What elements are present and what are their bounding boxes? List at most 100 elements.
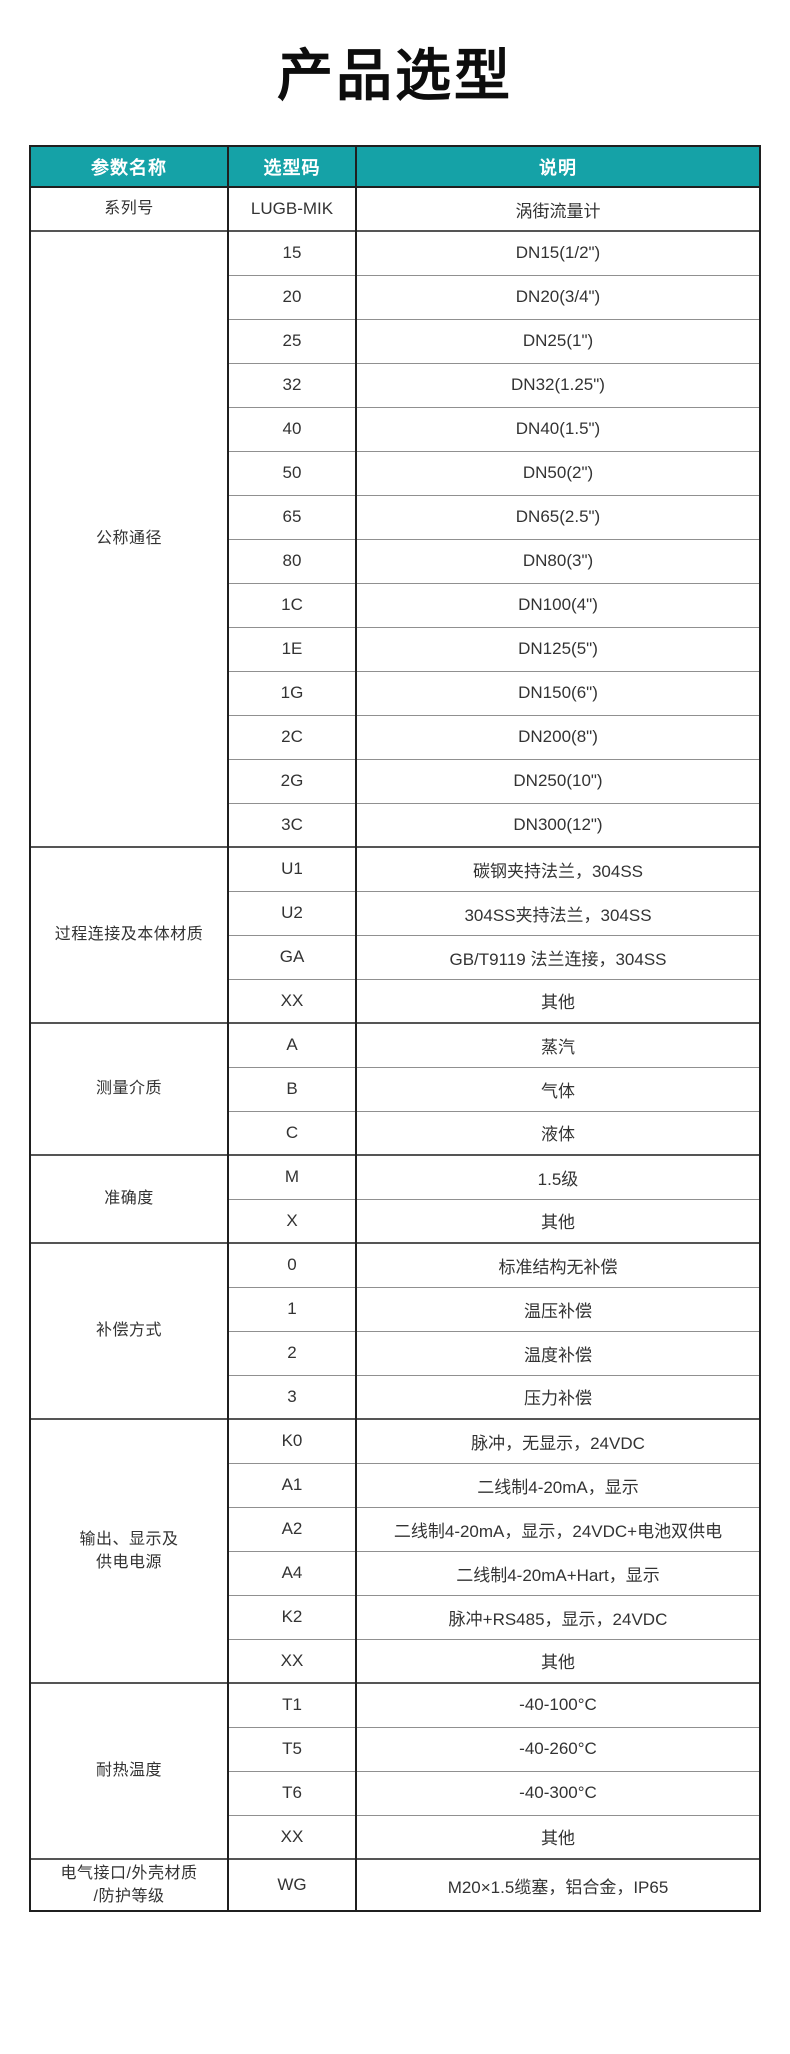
parameter-name-cell: 公称通径 — [29, 230, 229, 847]
description-cell: 温度补偿 — [355, 1330, 761, 1375]
description-cell: 1.5级 — [355, 1154, 761, 1199]
table-row: 公称通径 15 DN15(1/2") — [29, 230, 761, 847]
description-cell: DN100(4") — [355, 582, 761, 627]
selection-code-cell: 15 — [227, 230, 357, 275]
description-cell: DN150(6") — [355, 670, 761, 715]
table-row: XX 其他 — [30, 1638, 761, 1683]
table-row: U2 304SS夹持法兰，304SS — [30, 890, 761, 935]
description-cell: DN200(8") — [355, 714, 761, 759]
table-row: T5 -40-260°C — [30, 1726, 761, 1771]
table-row: T6 -40-300°C — [30, 1770, 761, 1815]
description-cell: 304SS夹持法兰，304SS — [355, 890, 761, 935]
description-cell: 其他 — [355, 1814, 761, 1859]
selection-code-cell: LUGB-MIK — [227, 186, 357, 231]
selection-code-cell: 50 — [227, 450, 357, 495]
table-row: C 液体 — [30, 1110, 761, 1155]
parameter-name-cell: 输出、显示及 供电电源 — [29, 1418, 229, 1683]
parameter-name-cell: 补偿方式 — [29, 1242, 229, 1419]
selection-code-cell: 65 — [227, 494, 357, 539]
selection-code-cell: 25 — [227, 318, 357, 363]
table-row: 25 DN25(1") — [30, 318, 761, 363]
parameter-name-cell: 电气接口/外壳材质 /防护等级 — [29, 1857, 229, 1912]
parameter-name-cell: 耐热温度 — [29, 1682, 229, 1859]
table-row: 1C DN100(4") — [30, 582, 761, 627]
selection-code-cell: 2 — [227, 1330, 357, 1375]
selection-code-cell: 40 — [227, 406, 357, 451]
table-row: 输出、显示及 供电电源 K0 脉冲，无显示，24VDC — [29, 1418, 761, 1683]
table-row: 80 DN80(3") — [30, 538, 761, 583]
table-row: 2C DN200(8") — [30, 714, 761, 759]
selection-code-cell: T1 — [227, 1682, 357, 1727]
column-header-code: 选型码 — [227, 145, 357, 188]
selection-code-cell: GA — [227, 934, 357, 979]
table-row: 1E DN125(5") — [30, 626, 761, 671]
selection-code-cell: A1 — [227, 1462, 357, 1507]
selection-code-cell: B — [227, 1066, 357, 1111]
selection-code-cell: A4 — [227, 1550, 357, 1595]
description-cell: DN250(10") — [355, 758, 761, 803]
description-cell: -40-260°C — [355, 1726, 761, 1771]
description-cell: DN50(2") — [355, 450, 761, 495]
description-cell: 气体 — [355, 1066, 761, 1111]
selection-code-cell: 1C — [227, 582, 357, 627]
description-cell: M20×1.5缆塞，铝合金，IP65 — [355, 1857, 761, 1912]
description-cell: 蒸汽 — [355, 1022, 761, 1067]
description-cell: 二线制4-20mA，显示，24VDC+电池双供电 — [355, 1506, 761, 1551]
product-selection-table: 参数名称 选型码 说明 系列号 LUGB-MIK 涡街流量计 公称通径 15 DN15(1… — [29, 145, 761, 1913]
selection-code-cell: XX — [227, 978, 357, 1023]
description-cell: 压力补偿 — [355, 1374, 761, 1419]
selection-code-cell: U2 — [227, 890, 357, 935]
selection-code-cell: 32 — [227, 362, 357, 407]
description-cell: -40-300°C — [355, 1770, 761, 1815]
description-cell: 温压补偿 — [355, 1286, 761, 1331]
table-row: 电气接口/外壳材质 /防护等级 WG M20×1.5缆塞，铝合金，IP65 — [29, 1857, 761, 1912]
description-cell: DN40(1.5") — [355, 406, 761, 451]
table-row: 2 温度补偿 — [30, 1330, 761, 1375]
selection-code-cell: 3 — [227, 1374, 357, 1419]
description-cell: DN25(1") — [355, 318, 761, 363]
selection-code-cell: 1E — [227, 626, 357, 671]
table-header-row: 参数名称 选型码 说明 — [29, 145, 761, 188]
description-cell: DN65(2.5") — [355, 494, 761, 539]
description-cell: DN80(3") — [355, 538, 761, 583]
table-row: 65 DN65(2.5") — [30, 494, 761, 539]
description-cell: 脉冲，无显示，24VDC — [355, 1418, 761, 1463]
table-head: 参数名称 选型码 说明 — [29, 145, 761, 188]
description-cell: DN300(12") — [355, 802, 761, 847]
selection-code-cell: XX — [227, 1638, 357, 1683]
table-row: GA GB/T9119 法兰连接，304SS — [30, 934, 761, 979]
description-cell: 标准结构无补偿 — [355, 1242, 761, 1287]
table-row: XX 其他 — [30, 978, 761, 1023]
table-row: 准确度 M 1.5级 — [29, 1154, 761, 1243]
selection-code-cell: A2 — [227, 1506, 357, 1551]
table-row: B 气体 — [30, 1066, 761, 1111]
parameter-name-cell: 测量介质 — [29, 1022, 229, 1155]
table-row: 耐热温度 T1 -40-100°C — [29, 1682, 761, 1859]
table-row: A1 二线制4-20mA，显示 — [30, 1462, 761, 1507]
page-title: 产品选型 — [277, 44, 513, 107]
description-cell: 其他 — [355, 1638, 761, 1683]
table-row: A4 二线制4-20mA+Hart，显示 — [30, 1550, 761, 1595]
description-cell: 二线制4-20mA，显示 — [355, 1462, 761, 1507]
selection-code-cell: M — [227, 1154, 357, 1199]
description-cell: 涡街流量计 — [355, 186, 761, 231]
table-row: 3C DN300(12") — [30, 802, 761, 847]
table-row: 32 DN32(1.25") — [30, 362, 761, 407]
selection-code-cell: A — [227, 1022, 357, 1067]
table-row: 系列号 LUGB-MIK 涡街流量计 — [29, 186, 761, 231]
selection-code-cell: X — [227, 1198, 357, 1243]
description-cell: 二线制4-20mA+Hart，显示 — [355, 1550, 761, 1595]
description-cell: -40-100°C — [355, 1682, 761, 1727]
selection-code-cell: K2 — [227, 1594, 357, 1639]
selection-code-cell: 3C — [227, 802, 357, 847]
table-row: 补偿方式 0 标准结构无补偿 — [29, 1242, 761, 1419]
selection-code-cell: 2G — [227, 758, 357, 803]
parameter-name-cell: 系列号 — [29, 186, 229, 231]
description-cell: 碳钢夹持法兰，304SS — [355, 846, 761, 891]
column-header-parameter: 参数名称 — [29, 145, 229, 188]
description-cell: 其他 — [355, 978, 761, 1023]
table-row: X 其他 — [30, 1198, 761, 1243]
selection-code-cell: 80 — [227, 538, 357, 583]
table-row: K2 脉冲+RS485，显示，24VDC — [30, 1594, 761, 1639]
